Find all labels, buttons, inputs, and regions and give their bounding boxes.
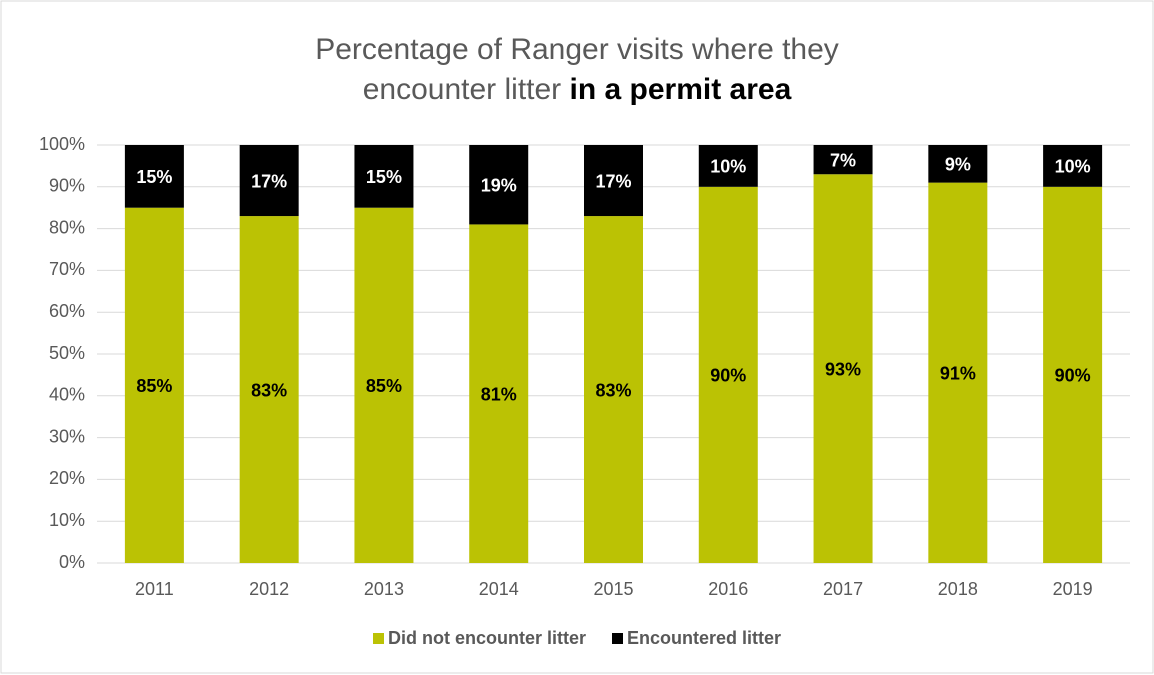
value-label: 15% xyxy=(136,167,172,187)
bar-segment xyxy=(239,216,299,563)
value-label: 17% xyxy=(251,171,287,191)
x-tick-label: 2014 xyxy=(479,579,519,599)
value-label: 7% xyxy=(830,150,856,170)
bar-segment xyxy=(354,145,414,208)
y-tick-label: 20% xyxy=(49,468,85,488)
value-label: 9% xyxy=(945,155,971,175)
legend-label: Did not encounter litter xyxy=(387,628,586,648)
value-label: 10% xyxy=(710,157,746,177)
bar-segment xyxy=(698,186,758,564)
legend-label: Encountered litter xyxy=(626,628,782,648)
bar-segment xyxy=(469,224,529,564)
bar-segment xyxy=(1043,186,1103,564)
value-label: 10% xyxy=(1055,157,1091,177)
bar-segment xyxy=(813,174,873,563)
legend-item: Encountered litter xyxy=(611,628,782,649)
bar-segment xyxy=(698,145,758,187)
y-tick-label: 30% xyxy=(49,426,85,446)
bar-segment xyxy=(469,145,529,225)
bar-segment xyxy=(584,216,643,563)
value-label: 90% xyxy=(710,366,746,386)
bar-segment xyxy=(928,145,988,183)
value-label: 90% xyxy=(1055,366,1091,386)
y-tick-label: 60% xyxy=(49,301,85,321)
y-tick-label: 10% xyxy=(49,510,85,530)
value-label: 93% xyxy=(825,359,861,379)
y-tick-label: 100% xyxy=(39,134,85,154)
value-label: 85% xyxy=(136,376,172,396)
legend-swatch xyxy=(372,633,384,644)
bar-segment xyxy=(584,145,643,217)
legend: Did not encounter litter Encountered litt… xyxy=(0,628,1154,649)
title-text: Percentage of Ranger visits where they e… xyxy=(315,33,839,106)
value-label: 83% xyxy=(251,380,287,400)
x-tick-label: 2019 xyxy=(1053,579,1093,599)
x-tick-label: 2012 xyxy=(249,579,289,599)
bar-segment xyxy=(354,207,414,563)
x-tick-label: 2016 xyxy=(708,579,748,599)
y-tick-label: 90% xyxy=(49,176,85,196)
value-label: 83% xyxy=(595,380,631,400)
value-label: 91% xyxy=(940,364,976,384)
legend-swatch xyxy=(611,633,623,644)
value-label: 19% xyxy=(481,175,517,195)
x-tick-label: 2017 xyxy=(823,579,863,599)
value-label: 85% xyxy=(366,376,402,396)
y-tick-label: 50% xyxy=(49,343,85,363)
title-bold: in a permit area xyxy=(569,73,792,106)
y-tick-label: 40% xyxy=(49,385,85,405)
legend-item: Did not encounter litter xyxy=(372,628,586,649)
bar-segment xyxy=(239,145,299,217)
bar-segment xyxy=(124,207,184,563)
y-tick-label: 70% xyxy=(49,259,85,279)
x-tick-label: 2015 xyxy=(593,579,633,599)
bar-segment xyxy=(124,145,184,208)
x-tick-label: 2011 xyxy=(135,579,174,599)
value-label: 81% xyxy=(481,384,517,404)
bar-segment xyxy=(928,182,988,563)
y-tick-label: 0% xyxy=(59,552,85,572)
value-label: 17% xyxy=(595,171,631,191)
x-tick-label: 2018 xyxy=(938,579,978,599)
chart-title: Percentage of Ranger visits where they e… xyxy=(277,30,877,110)
bar-segment xyxy=(813,145,873,175)
x-tick-label: 2013 xyxy=(364,579,404,599)
bar-segment xyxy=(1043,145,1103,187)
y-tick-label: 80% xyxy=(49,217,85,237)
value-label: 15% xyxy=(366,167,402,187)
